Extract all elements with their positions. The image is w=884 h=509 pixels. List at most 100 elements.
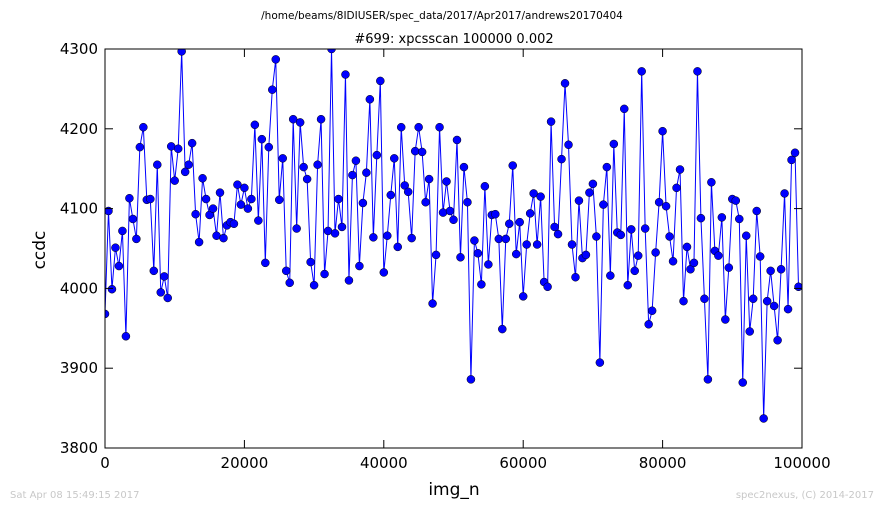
data-point — [515, 217, 524, 227]
data-point — [599, 200, 608, 209]
data-point — [243, 204, 253, 213]
data-point — [449, 215, 458, 225]
data-point — [606, 271, 615, 280]
data-point — [365, 95, 375, 104]
data-point — [125, 193, 134, 203]
data-point — [529, 189, 538, 198]
data-point — [543, 282, 552, 292]
data-point — [407, 233, 416, 243]
data-point — [146, 194, 155, 204]
data-point — [707, 178, 716, 187]
data-point — [620, 104, 629, 114]
data-point — [240, 183, 249, 193]
data-point — [557, 154, 566, 164]
data-point — [428, 299, 437, 308]
data-point — [254, 216, 263, 225]
data-point — [105, 309, 110, 319]
data-point — [160, 272, 169, 281]
data-point — [661, 201, 671, 211]
data-point — [735, 214, 744, 224]
data-point — [585, 188, 594, 197]
data-point — [630, 266, 639, 276]
data-point — [518, 292, 528, 301]
data-point — [525, 209, 535, 218]
data-point — [588, 179, 598, 189]
plot-area — [104, 48, 803, 449]
data-point — [184, 160, 193, 169]
data-point — [372, 150, 382, 160]
data-point — [163, 293, 172, 303]
data-point — [421, 197, 430, 207]
data-point — [762, 296, 772, 306]
data-point — [379, 268, 389, 277]
data-point — [755, 252, 765, 261]
data-point — [567, 240, 577, 249]
data-point — [414, 122, 423, 132]
data-point — [592, 232, 601, 241]
data-point — [187, 138, 197, 148]
data-point — [532, 240, 542, 249]
data-point — [292, 224, 301, 233]
data-point — [644, 320, 653, 329]
data-point — [665, 232, 674, 241]
data-point — [693, 67, 702, 76]
data-point — [752, 206, 761, 216]
data-point — [672, 183, 681, 193]
data-point — [128, 214, 138, 224]
data-point — [229, 219, 239, 229]
data-point — [511, 249, 521, 259]
data-point — [114, 261, 124, 271]
data-point — [731, 196, 741, 205]
data-point — [477, 280, 486, 289]
data-point — [637, 67, 646, 76]
data-point — [383, 231, 392, 240]
data-point — [153, 160, 162, 169]
data-point — [351, 156, 361, 165]
data-point — [306, 257, 315, 267]
data-point — [393, 242, 402, 252]
x-tick-label: 60000 — [499, 454, 547, 472]
data-point — [484, 260, 493, 269]
data-point — [135, 142, 145, 152]
data-point — [766, 266, 775, 276]
data-point — [452, 135, 462, 145]
data-point — [480, 182, 490, 191]
data-point — [316, 114, 326, 124]
data-point — [717, 213, 727, 222]
data-point — [327, 49, 336, 54]
data-point — [250, 120, 260, 130]
plot-frame — [104, 48, 803, 449]
data-point — [714, 251, 723, 260]
data-point — [271, 55, 281, 64]
data-point — [236, 200, 246, 209]
data-point — [309, 280, 319, 290]
x-tick-label: 20000 — [221, 454, 269, 472]
data-point — [170, 176, 179, 185]
data-point — [703, 375, 713, 384]
data-point — [264, 142, 274, 152]
data-point — [261, 258, 270, 268]
data-point — [689, 258, 699, 268]
data-point — [546, 117, 556, 126]
data-point — [794, 282, 802, 292]
data-point — [501, 234, 511, 244]
data-point — [180, 167, 190, 177]
data-point — [724, 263, 734, 272]
data-point — [651, 248, 660, 257]
data-point — [456, 253, 465, 262]
y-tick-label: 4200 — [60, 120, 98, 138]
data-point — [741, 231, 751, 240]
x-axis-ticks: 0 20000 40000 60000 80000 100000 — [100, 49, 831, 472]
data-point — [173, 144, 183, 153]
data-point — [442, 177, 451, 186]
data-point — [288, 114, 298, 124]
data-point — [498, 324, 507, 334]
data-point — [390, 154, 399, 163]
y-tick-label: 4300 — [60, 40, 98, 58]
data-point — [654, 197, 664, 207]
data-point — [609, 139, 619, 149]
data-point — [564, 140, 573, 150]
data-point — [466, 375, 476, 384]
data-point — [491, 209, 500, 219]
